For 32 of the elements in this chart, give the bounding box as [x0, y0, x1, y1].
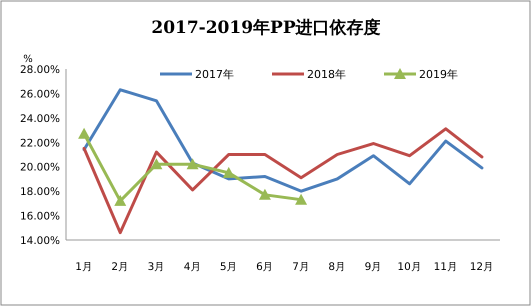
point [78, 128, 90, 139]
y-tick-label: 14.00% [20, 235, 60, 247]
point [150, 158, 162, 170]
x-tick-label: 11月 [434, 261, 458, 273]
x-tick-label: 9月 [364, 261, 382, 273]
x-tick-label: 8月 [328, 261, 346, 273]
point [222, 166, 235, 178]
point [186, 158, 199, 170]
y-tick-label: 28.00% [20, 64, 60, 76]
y-tick-label: 18.00% [20, 186, 60, 198]
point [295, 194, 308, 205]
chart-title: 2017-2019年PP进口依存度 [151, 18, 381, 38]
x-tick-label: 3月 [148, 261, 166, 273]
legend-label: 2017年 [195, 68, 234, 81]
y-tick-label: 26.00% [20, 88, 60, 100]
x-tick-label: 2月 [111, 261, 130, 273]
x-tick-label: 5月 [220, 261, 238, 273]
y-axis-title: % [23, 54, 33, 65]
legend-label: 2018年 [307, 68, 346, 81]
y-tick-label: 16.00% [20, 210, 60, 223]
x-tick-label: 12月 [470, 261, 494, 273]
legend-label: 2019年 [419, 68, 458, 81]
x-tick-label: 7月 [292, 261, 310, 273]
y-tick-label: 20.00% [20, 162, 60, 174]
point [114, 194, 126, 206]
x-tick-label: 1月 [75, 261, 93, 273]
x-tick-label: 10月 [397, 261, 422, 273]
point [258, 188, 271, 200]
y-tick-label: 22.00% [20, 137, 60, 150]
x-tick-label: 6月 [256, 261, 274, 273]
y-tick-label: 24.00% [20, 112, 60, 125]
x-tick-label: 4月 [184, 261, 202, 273]
